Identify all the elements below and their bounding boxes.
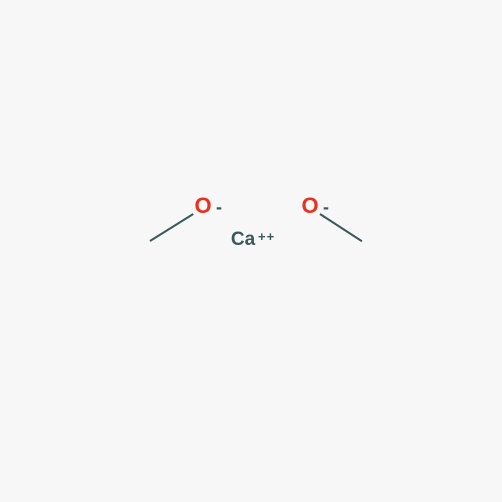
calcium-atom: Ca <box>231 229 255 251</box>
oxygen-atom-1: O <box>194 193 211 219</box>
oxygen-symbol-2: O <box>301 193 318 218</box>
chemical-structure-canvas: O - O - Ca ++ <box>0 0 502 502</box>
oxygen-2-charge: - <box>323 197 329 218</box>
oxygen-atom-2: O <box>301 193 318 219</box>
oxygen-symbol-1: O <box>194 193 211 218</box>
bond-line-1 <box>149 213 193 242</box>
oxygen-1-charge: - <box>216 197 222 218</box>
calcium-symbol: Ca <box>231 229 255 250</box>
calcium-charge: ++ <box>258 229 275 244</box>
